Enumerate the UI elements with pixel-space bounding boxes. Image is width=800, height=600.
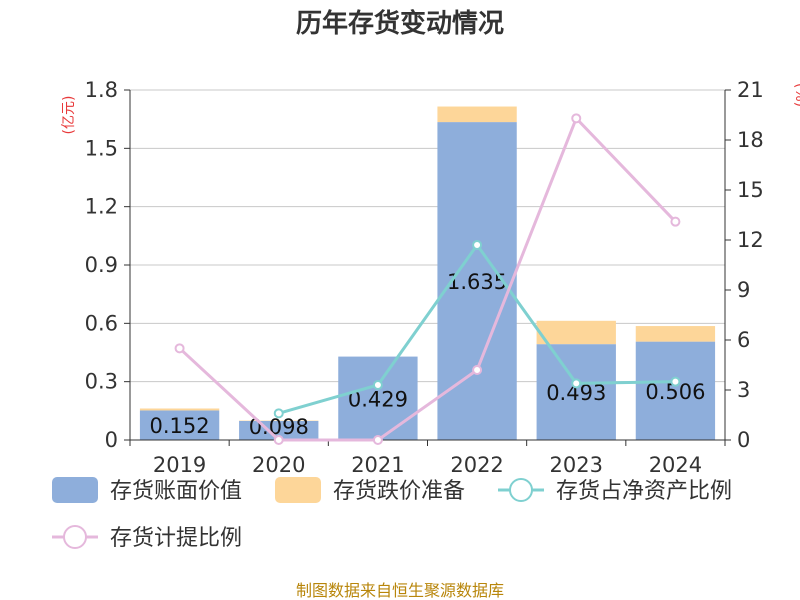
legend-label: 存货占净资产比例 [556, 479, 732, 504]
line-point [174, 343, 185, 354]
line-point [670, 216, 681, 227]
line-point [372, 435, 383, 445]
bar-data-label: 0.152 [150, 414, 210, 438]
left-tick-label: 0.9 [85, 253, 118, 277]
x-tick-label: 2022 [450, 453, 503, 477]
legend-label: 存货计提比例 [110, 526, 242, 551]
right-tick-label: 3 [737, 378, 750, 402]
x-tick-label: 2019 [153, 453, 206, 477]
x-tick-label: 2021 [351, 453, 404, 477]
legend-label: 存货跌价准备 [333, 479, 465, 504]
right-tick-label: 21 [737, 78, 764, 102]
line-point [273, 435, 284, 445]
legend-label: 存货账面价值 [110, 479, 242, 504]
lines-layer [174, 113, 681, 445]
bar-book-value [536, 344, 616, 440]
line-point [472, 365, 483, 375]
right-tick-label: 15 [737, 178, 764, 202]
bar-book-value [338, 356, 418, 440]
x-tick-label: 2023 [550, 453, 603, 477]
legend-swatch [52, 477, 98, 503]
x-tick-label: 2024 [649, 453, 702, 477]
left-tick-label: 1.8 [85, 78, 118, 102]
line-point [571, 378, 582, 389]
right-tick-label: 6 [737, 328, 750, 352]
bars-layer [139, 106, 716, 440]
right-axis-unit: (%) [792, 83, 800, 107]
line-point [472, 240, 483, 250]
line-point [273, 408, 284, 419]
left-tick-label: 1.2 [85, 195, 118, 219]
left-axis-unit: (亿元) [61, 96, 77, 135]
right-tick-label: 9 [737, 278, 750, 302]
right-tick-label: 0 [737, 428, 750, 452]
bar-impairment [536, 320, 616, 345]
left-tick-label: 0.6 [85, 311, 118, 335]
bar-book-value [239, 420, 319, 440]
left-tick-label: 0.3 [85, 370, 118, 394]
line-point [670, 376, 681, 387]
chart-title: 历年存货变动情况 [296, 8, 504, 39]
legend-marker [509, 478, 533, 502]
legend-marker [63, 525, 87, 549]
legend-swatch [275, 477, 321, 503]
data-source-note: 制图数据来自恒生聚源数据库 [296, 581, 504, 600]
left-tick-label: 0 [105, 428, 118, 452]
left-tick-label: 1.5 [85, 136, 118, 160]
x-tick-label: 2020 [252, 453, 305, 477]
right-tick-label: 18 [737, 128, 764, 152]
line-point [372, 380, 383, 390]
bar-impairment [139, 408, 220, 411]
bar-book-value [139, 410, 220, 440]
bar-impairment [635, 326, 716, 342]
line-point [571, 113, 582, 124]
axes-layer: 0 0.3 0.6 0.9 1.2 1.5 1.8 0 3 6 9 12 15 18 21 2019 2020 2… [85, 78, 764, 477]
right-tick-label: 12 [737, 228, 764, 252]
line-provision-ratio [178, 115, 677, 442]
bar-impairment [437, 106, 517, 123]
bar-book-value [635, 341, 716, 440]
grid-lines [130, 89, 725, 441]
